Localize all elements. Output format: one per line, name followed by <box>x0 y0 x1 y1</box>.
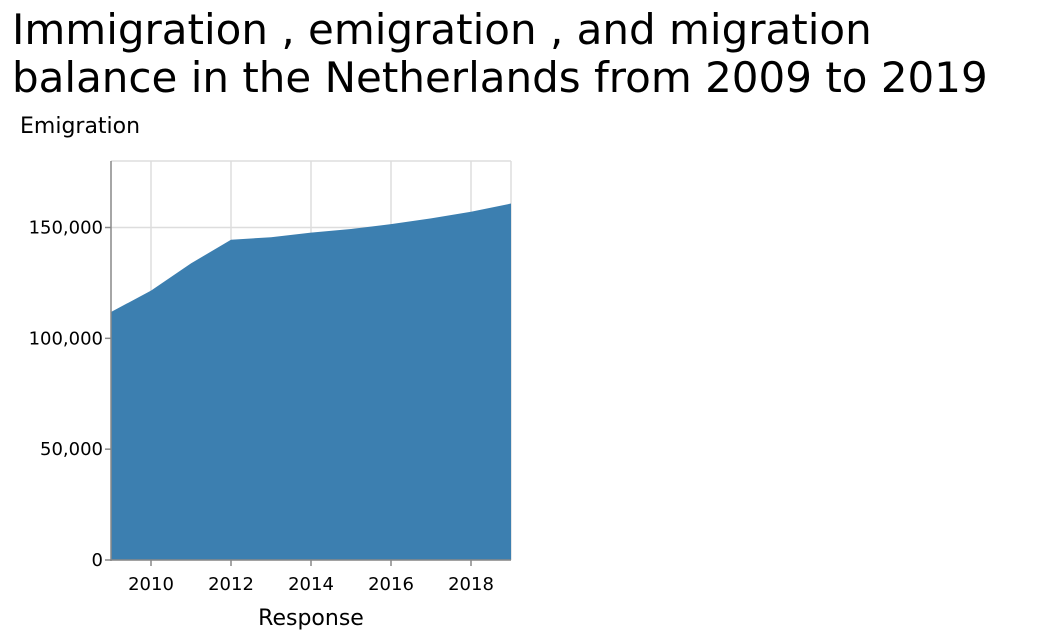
y-tick-label: 50,000 <box>40 439 103 460</box>
x-tick-label: 2018 <box>448 574 494 595</box>
y-axis-label: Emigration <box>20 114 140 139</box>
x-axis-label: Response <box>258 606 364 631</box>
y-tick-label: 0 <box>92 550 103 571</box>
area-series <box>111 203 511 560</box>
x-tick-label: 2012 <box>208 574 254 595</box>
x-tick-labels: 2010 2012 2014 2016 2018 <box>128 574 494 595</box>
area-fill <box>111 203 511 560</box>
x-tick-label: 2010 <box>128 574 174 595</box>
axes <box>105 161 511 566</box>
x-tick-label: 2016 <box>368 574 414 595</box>
y-tick-labels: 0 50,000 100,000 150,000 <box>29 218 103 572</box>
y-tick-label: 100,000 <box>29 328 103 349</box>
chart-title: Immigration , emigration , and migration… <box>12 5 988 102</box>
x-tick-label: 2014 <box>288 574 334 595</box>
y-tick-label: 150,000 <box>29 218 103 239</box>
